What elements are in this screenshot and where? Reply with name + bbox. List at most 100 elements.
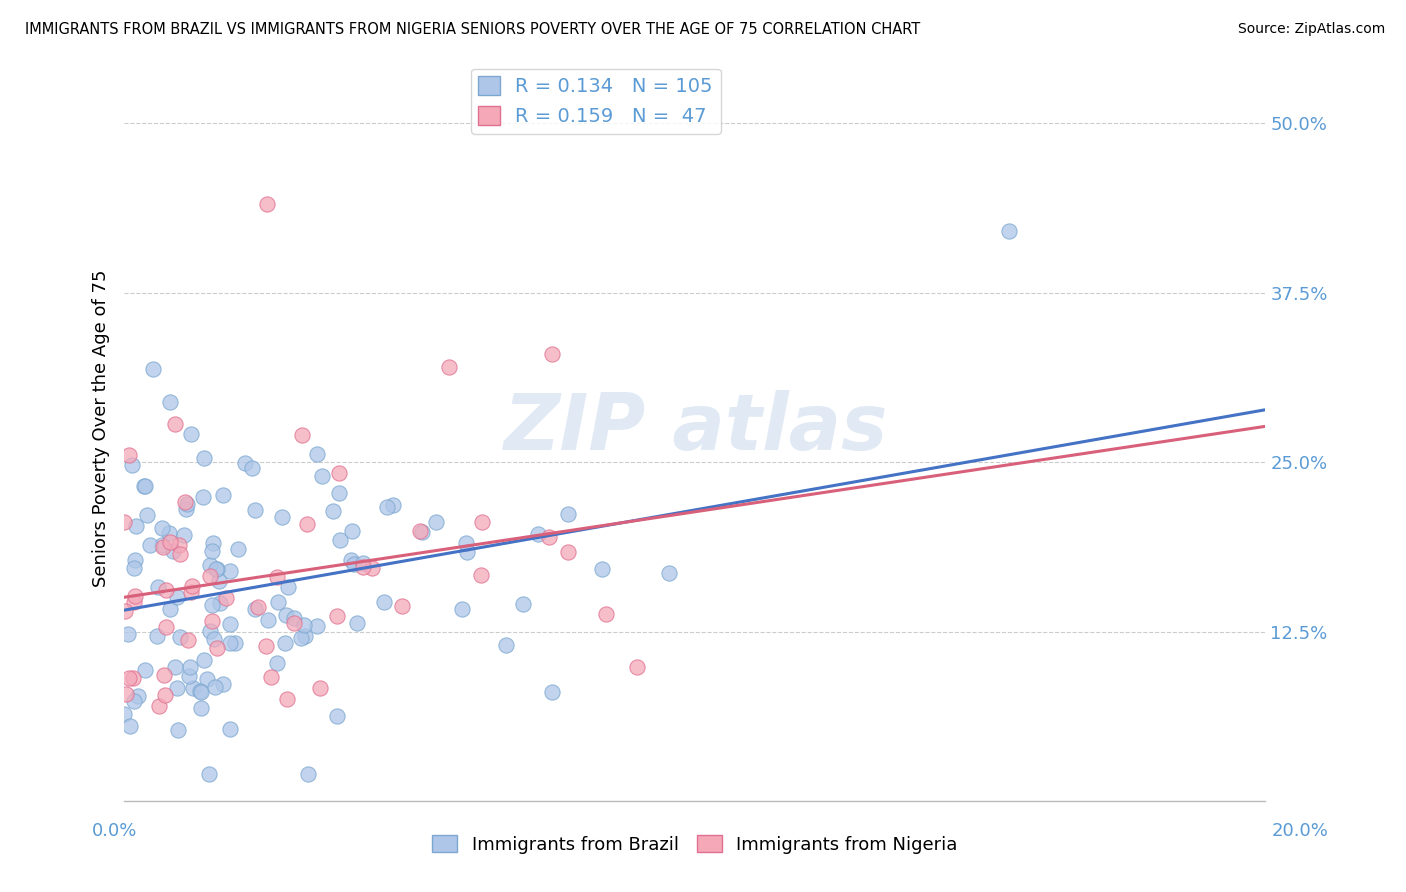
Point <box>290 631 312 645</box>
Point <box>266 657 288 671</box>
Point <box>256 197 278 211</box>
Point <box>118 671 141 685</box>
Point <box>169 547 191 561</box>
Point <box>193 653 215 667</box>
Point <box>205 562 228 576</box>
Point <box>328 467 350 481</box>
Point <box>391 599 413 614</box>
Point <box>127 689 149 703</box>
Point <box>190 685 212 699</box>
Point <box>276 608 298 623</box>
Point <box>201 614 224 628</box>
Point <box>167 538 190 552</box>
Point <box>219 564 242 578</box>
Point <box>495 638 517 652</box>
Point <box>291 428 314 442</box>
Point <box>122 594 145 608</box>
Point <box>124 694 146 708</box>
Point <box>201 598 224 612</box>
Point <box>343 558 366 572</box>
Point <box>283 610 305 624</box>
Point <box>266 569 288 583</box>
Point <box>152 538 174 552</box>
Point <box>309 681 332 696</box>
Point <box>167 723 190 738</box>
Point <box>159 602 181 616</box>
Point <box>181 579 204 593</box>
Point <box>114 604 136 618</box>
Point <box>361 561 384 575</box>
Point <box>155 582 177 597</box>
Point <box>112 516 135 530</box>
Point <box>139 538 162 552</box>
Point <box>322 503 344 517</box>
Point <box>142 362 165 376</box>
Point <box>527 527 550 541</box>
Point <box>148 580 170 594</box>
Point <box>195 672 218 686</box>
Point <box>328 486 350 500</box>
Point <box>259 670 281 684</box>
Point <box>124 553 146 567</box>
Point <box>124 590 146 604</box>
Point <box>209 596 232 610</box>
Point <box>120 719 142 733</box>
Point <box>329 533 352 547</box>
Point <box>153 668 176 682</box>
Point <box>118 448 141 462</box>
Point <box>305 447 328 461</box>
Point <box>176 501 198 516</box>
Point <box>411 524 433 539</box>
Point <box>159 535 181 549</box>
Point <box>198 767 221 781</box>
Point <box>173 527 195 541</box>
Point <box>240 461 263 475</box>
Point <box>200 558 222 572</box>
Point <box>591 561 613 575</box>
Point <box>256 613 278 627</box>
Point <box>340 553 363 567</box>
Point <box>382 498 405 512</box>
Point <box>541 346 564 360</box>
Point <box>191 490 214 504</box>
Point <box>537 530 560 544</box>
Point <box>658 566 681 580</box>
Point <box>121 671 143 685</box>
Point <box>243 503 266 517</box>
Point <box>148 699 170 714</box>
Point <box>541 685 564 699</box>
Point <box>166 590 188 604</box>
Point <box>163 417 186 432</box>
Point <box>297 767 319 781</box>
Point <box>134 478 156 492</box>
Point <box>153 688 176 702</box>
Point <box>198 624 221 638</box>
Point <box>283 615 305 630</box>
Point <box>179 660 201 674</box>
Point <box>226 542 249 557</box>
Point <box>122 561 145 575</box>
Point <box>218 636 240 650</box>
Point <box>557 545 579 559</box>
Point <box>277 580 299 594</box>
Point <box>375 500 398 515</box>
Point <box>311 468 333 483</box>
Point <box>595 607 617 622</box>
Point <box>165 660 187 674</box>
Point <box>254 639 277 653</box>
Point <box>208 574 231 588</box>
Point <box>470 567 492 582</box>
Point <box>219 722 242 736</box>
Point <box>169 630 191 644</box>
Point <box>247 599 270 614</box>
Point <box>162 543 184 558</box>
Point <box>204 680 226 694</box>
Point <box>243 602 266 616</box>
Point <box>201 544 224 558</box>
Point <box>190 701 212 715</box>
Point <box>456 536 478 550</box>
Point <box>180 585 202 599</box>
Point <box>114 686 136 700</box>
Point <box>193 451 215 466</box>
Point <box>224 636 246 650</box>
